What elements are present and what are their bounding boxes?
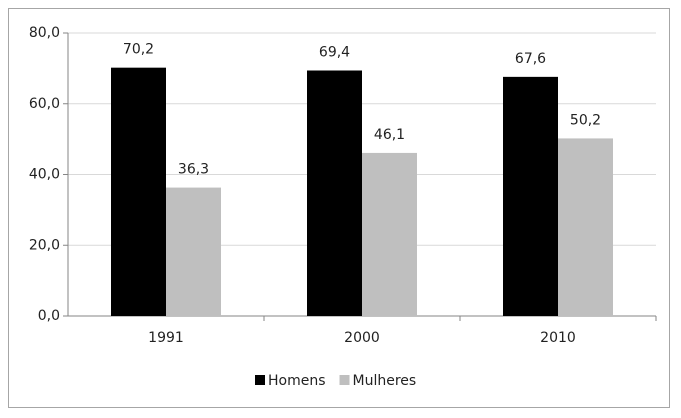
bar xyxy=(362,152,417,316)
data-label: 69,4 xyxy=(319,44,350,60)
bar xyxy=(111,67,166,316)
bar xyxy=(307,70,362,316)
y-tick-label: 0,0 xyxy=(38,308,60,324)
x-tick-label: 2010 xyxy=(540,330,576,346)
y-tick-label: 60,0 xyxy=(29,96,60,112)
data-label: 46,1 xyxy=(374,127,405,143)
bar xyxy=(503,76,558,317)
legend-label: Mulheres xyxy=(353,373,417,389)
data-label: 50,2 xyxy=(570,112,601,128)
data-label: 70,2 xyxy=(123,42,154,58)
bar xyxy=(558,138,613,316)
data-label: 36,3 xyxy=(178,162,209,178)
y-tick-label: 20,0 xyxy=(29,237,60,253)
legend-swatch xyxy=(339,375,350,385)
legend-swatch xyxy=(255,375,265,385)
legend-label: Homens xyxy=(268,373,326,389)
y-tick-label: 40,0 xyxy=(29,167,60,183)
bar xyxy=(166,187,221,316)
data-label: 67,6 xyxy=(515,51,546,67)
x-tick-label: 2000 xyxy=(344,330,380,346)
x-tick-label: 1991 xyxy=(148,330,184,346)
y-tick-label: 80,0 xyxy=(29,25,60,41)
